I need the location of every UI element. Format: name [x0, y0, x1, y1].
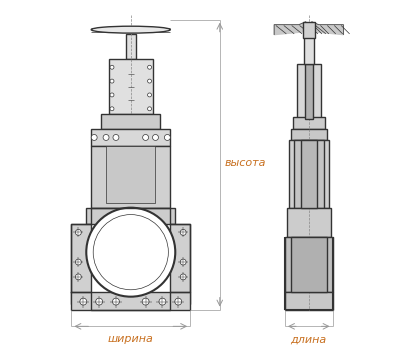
Bar [285, 237, 332, 292]
Bar [291, 237, 326, 292]
Circle shape [152, 135, 158, 140]
Circle shape [103, 135, 109, 140]
Circle shape [164, 135, 170, 140]
Circle shape [75, 229, 81, 235]
Circle shape [148, 79, 152, 83]
Circle shape [110, 107, 114, 111]
Bar [86, 208, 175, 225]
Bar [106, 146, 156, 203]
Bar [287, 208, 330, 237]
Circle shape [110, 65, 114, 69]
Bar [305, 64, 313, 119]
Bar [291, 129, 326, 140]
Bar [126, 34, 136, 59]
Circle shape [180, 259, 186, 265]
Bar [109, 59, 152, 114]
Circle shape [110, 79, 114, 83]
Circle shape [159, 298, 166, 305]
Text: длина: длина [291, 334, 327, 344]
Circle shape [175, 298, 182, 305]
Circle shape [143, 135, 148, 140]
Circle shape [148, 107, 152, 111]
Circle shape [91, 135, 97, 140]
Bar [170, 225, 190, 303]
Circle shape [148, 65, 152, 69]
Bar [294, 140, 324, 208]
Text: ширина: ширина [108, 334, 154, 344]
Bar [303, 22, 315, 38]
Circle shape [180, 229, 186, 235]
Polygon shape [312, 22, 343, 35]
Circle shape [75, 259, 81, 265]
Bar [289, 140, 328, 208]
Bar [72, 292, 190, 310]
Circle shape [96, 298, 102, 305]
Bar [304, 34, 314, 64]
Bar [285, 292, 332, 310]
Circle shape [112, 298, 120, 305]
Circle shape [75, 274, 81, 280]
Polygon shape [274, 22, 306, 35]
Circle shape [93, 215, 168, 290]
Circle shape [110, 93, 114, 97]
Text: высота: высота [225, 158, 266, 168]
Circle shape [142, 298, 149, 305]
Ellipse shape [91, 26, 170, 33]
Circle shape [180, 274, 186, 280]
Bar [301, 140, 317, 208]
Bar [91, 146, 170, 208]
Bar [293, 117, 325, 129]
Bar [72, 225, 91, 303]
Bar [101, 114, 160, 129]
Circle shape [86, 208, 175, 297]
Bar [297, 64, 321, 119]
Circle shape [148, 93, 152, 97]
Bar [91, 129, 170, 146]
Circle shape [80, 298, 87, 305]
Circle shape [113, 135, 119, 140]
